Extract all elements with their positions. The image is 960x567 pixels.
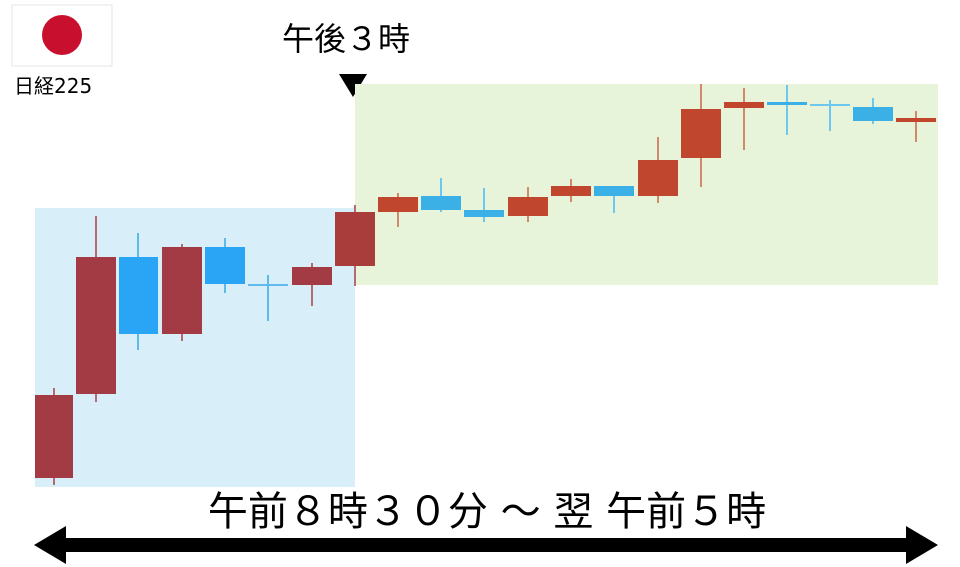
candle-body (248, 284, 288, 286)
candle (638, 137, 678, 203)
candle-body (162, 247, 202, 334)
candle (162, 244, 202, 341)
candle (248, 275, 288, 321)
candle (724, 88, 764, 150)
flag-label: 日経225 (14, 74, 92, 98)
candle (508, 187, 548, 222)
candle-body (292, 267, 332, 285)
candle (335, 205, 375, 286)
candle-body (76, 257, 116, 394)
arrow-shaft (60, 538, 914, 552)
candle (767, 85, 807, 135)
candle-body (681, 109, 721, 158)
candle-body (508, 197, 548, 216)
candle (421, 178, 461, 212)
arrow-head-right (906, 526, 938, 564)
candle (119, 233, 158, 350)
range-label: 午前８時３０分 ～ 翌 午前５時 (208, 489, 766, 535)
candle-body (853, 107, 893, 121)
candle (853, 98, 893, 124)
candle-body (638, 160, 678, 196)
marker-label: 午後３時 (282, 20, 410, 58)
candle (378, 193, 418, 227)
candle (464, 188, 504, 222)
candle-body (335, 212, 375, 266)
candle (205, 238, 245, 293)
candle-body (119, 257, 158, 334)
candle-body (35, 395, 73, 478)
candle (896, 111, 936, 142)
candle (292, 263, 332, 306)
candle (551, 179, 591, 202)
candle (35, 388, 73, 485)
candle-body (767, 102, 807, 105)
arrow-head-left (34, 526, 66, 564)
candle-body (464, 210, 504, 217)
candle-body (896, 118, 936, 122)
marker-arrow (339, 74, 367, 97)
candles (35, 84, 936, 485)
candle-body (205, 247, 245, 284)
range-arrow (34, 526, 938, 564)
flag (11, 4, 113, 67)
candle-body (594, 186, 634, 196)
candle-body (421, 196, 461, 210)
candle (810, 100, 850, 131)
candle-body (551, 186, 591, 196)
flag-sun (42, 15, 82, 55)
candle (76, 216, 116, 402)
candle-body (724, 102, 764, 108)
candle-body (810, 104, 850, 106)
candle (681, 84, 721, 187)
candle-body (378, 197, 418, 212)
candle (594, 186, 634, 213)
